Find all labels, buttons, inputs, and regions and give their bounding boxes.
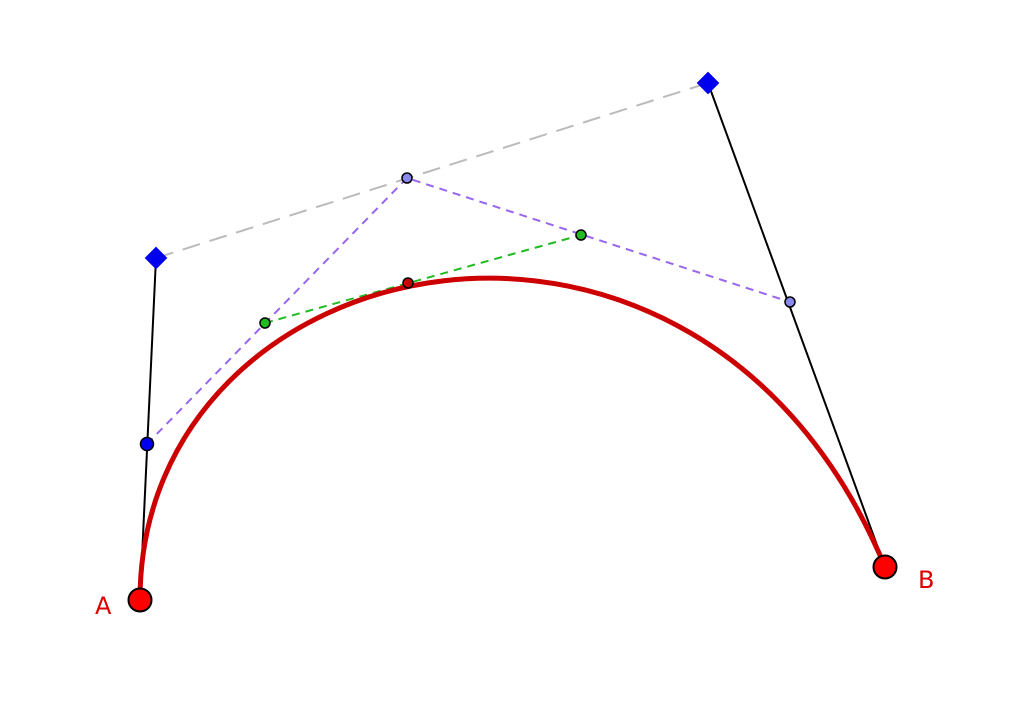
leg-a-interpolation-point[interactable] <box>139 436 155 452</box>
leg-b-interpolation-point[interactable] <box>784 296 796 308</box>
control-leg-b <box>707 82 886 568</box>
first-level-interpolation-lines <box>146 176 791 445</box>
control-polygon-interpolation-point[interactable] <box>401 172 413 184</box>
curve-point[interactable] <box>402 277 414 289</box>
endpoint-b-circle-icon[interactable] <box>872 554 898 580</box>
second-level-point-left[interactable] <box>259 317 271 329</box>
control-polygon-dashed-line <box>155 82 709 259</box>
endpoint-a-circle-icon[interactable] <box>127 587 153 613</box>
bezier-curve <box>137 275 888 601</box>
control-point-2-diamond-icon[interactable] <box>696 71 720 95</box>
endpoint-b-label: B <box>918 566 934 594</box>
control-point-1-diamond-icon[interactable] <box>144 246 168 270</box>
second-level-point-right[interactable] <box>575 229 587 241</box>
endpoint-a-label: A <box>95 592 112 620</box>
second-level-interpolation-line <box>264 234 582 324</box>
